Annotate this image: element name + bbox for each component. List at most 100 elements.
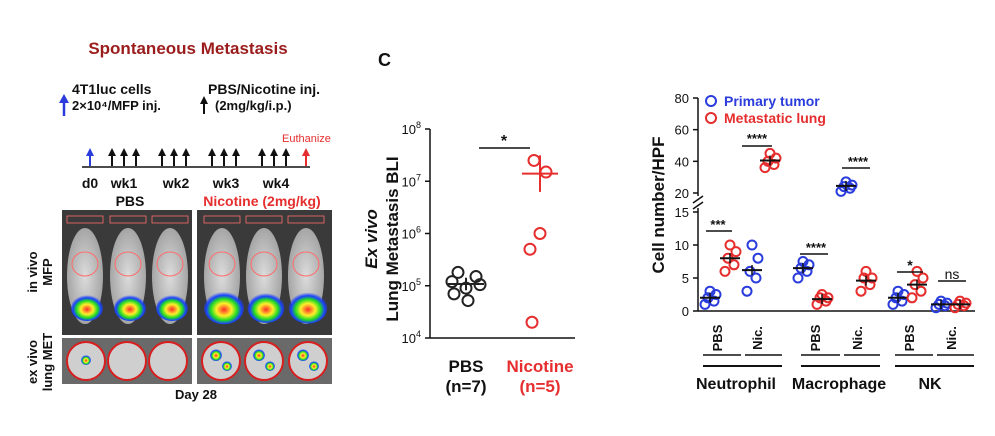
timeline-wk2: wk2 bbox=[162, 175, 190, 191]
timeline-wk1: wk1 bbox=[110, 175, 138, 191]
roi-label-box-2 bbox=[109, 215, 147, 224]
chart-d-point-nk-ml-nic-4 bbox=[960, 297, 972, 309]
tumor-signal-3 bbox=[156, 295, 188, 321]
chart-c-point-pbs-7 bbox=[461, 294, 475, 308]
chart-c-xlabel-pbs-n: (n=7) bbox=[445, 377, 486, 396]
timeline-injection-arrow-icon-1-head bbox=[108, 148, 116, 156]
tumor-signal-6 bbox=[288, 292, 328, 324]
day-label: Day 28 bbox=[175, 387, 217, 402]
chart-c-point-nicotine-2 bbox=[539, 165, 553, 179]
chart-d-point-nk-ml-pbs-2 bbox=[915, 285, 927, 297]
lung-signal-a-5 bbox=[253, 349, 265, 361]
chart-c-point-pbs-1 bbox=[451, 265, 465, 279]
panel-c: C Ex vivo Lung Metastasis BLI 1041051061… bbox=[362, 50, 575, 396]
group-label-neutrophil: Neutrophil bbox=[696, 376, 776, 393]
xlabel-neutrophil-pbs: PBS bbox=[710, 324, 725, 351]
chart-c-ytick-label-0: 104 bbox=[402, 329, 421, 346]
chart-d-point-neutrophil-pt-nic-1 bbox=[741, 285, 753, 297]
chart-c-xlabel-nic-n: (n=5) bbox=[519, 377, 560, 396]
roi-label-box-3 bbox=[151, 215, 189, 224]
sig-macrophage-nic: **** bbox=[848, 154, 869, 169]
timeline-injection-arrow-icon-12-head bbox=[282, 148, 290, 156]
panel-b-title: Spontaneous Metastasis bbox=[88, 39, 287, 58]
timeline bbox=[82, 148, 310, 168]
lung-signal-b-5 bbox=[265, 361, 275, 371]
chart-d-point-neutrophil-pt-nic-2 bbox=[750, 272, 762, 284]
imaging-panel bbox=[62, 210, 332, 384]
sig-neutrophil-nic: **** bbox=[747, 131, 768, 146]
chart-d-point-neutrophil-ml-pbs-2 bbox=[728, 259, 740, 271]
lung-signal-b-4 bbox=[222, 361, 232, 371]
chart-c-ytick-label-1: 105 bbox=[402, 277, 421, 294]
chart-d-point-nk-pt-pbs-1 bbox=[887, 298, 899, 310]
timeline-injection-arrow-icon-5-head bbox=[170, 148, 178, 156]
group-label-nk: NK bbox=[918, 376, 942, 393]
cells-line2: 2×10⁴/MFP inj. bbox=[72, 98, 161, 113]
panel-b: Spontaneous Metastasis 4T1luc cells 2×10… bbox=[25, 39, 332, 402]
chart-c-point-pbs-6 bbox=[447, 287, 461, 301]
tumor-signal-1 bbox=[71, 295, 103, 321]
cells-line1: 4T1luc cells bbox=[72, 81, 152, 97]
xlabel-nk-pbs: PBS bbox=[902, 324, 917, 351]
xlabel-macrophage-pbs: PBS bbox=[808, 324, 823, 351]
sig-nk-nic: ns bbox=[945, 266, 960, 282]
lung-dish-2 bbox=[107, 341, 147, 381]
chart-d-ytick-label-10: 10 bbox=[675, 238, 689, 253]
chart-d-ytick-label-80: 80 bbox=[675, 91, 689, 106]
roi-circle-3 bbox=[156, 251, 184, 277]
euthanize-label: Euthanize bbox=[282, 133, 331, 145]
legend-metastatic-label: Metastatic lung bbox=[724, 110, 826, 126]
roi-circle-1 bbox=[71, 251, 99, 277]
lung-signal-a-1 bbox=[81, 355, 91, 365]
xlabel-macrophage-nic: Nic. bbox=[850, 326, 865, 350]
chart-c-point-pbs-3 bbox=[445, 275, 459, 289]
roi-label-box-1 bbox=[66, 215, 104, 224]
legend-metastatic-marker bbox=[705, 112, 717, 124]
chart-c-point-nicotine-3 bbox=[533, 227, 547, 240]
lung-dish-5 bbox=[244, 341, 284, 381]
lung-signal-b-6 bbox=[309, 361, 319, 371]
timeline-injection-arrow-icon-6-head bbox=[182, 148, 190, 156]
chart-c-xlabel-nic: Nicotine bbox=[506, 357, 573, 376]
timeline-injection-arrow-icon-3-head bbox=[132, 148, 140, 156]
timeline-d0: d0 bbox=[82, 175, 99, 191]
inj-line1: PBS/Nicotine inj. bbox=[208, 81, 320, 97]
lung-dish-6 bbox=[288, 341, 328, 381]
sig-macrophage-pbs: **** bbox=[806, 240, 827, 255]
group-label-macrophage: Macrophage bbox=[792, 376, 886, 393]
blue-arrow-icon bbox=[59, 94, 69, 116]
chart-c-plot: 104 105 106 107 108 bbox=[402, 120, 575, 346]
tumor-signal-5 bbox=[247, 293, 285, 323]
roi-label-box-4 bbox=[203, 215, 241, 224]
chart-c-ylabel-italic: Ex vivo bbox=[362, 209, 381, 269]
chart-d-ytick-label-20: 20 bbox=[675, 186, 689, 201]
legend-primary-marker bbox=[705, 95, 717, 107]
chart-d-ytick-label-15: 15 bbox=[675, 205, 689, 220]
chart-d-axis-break-2 bbox=[692, 201, 704, 210]
chart-d-point-neutrophil-pt-pbs-1 bbox=[699, 298, 711, 310]
timeline-wk4: wk4 bbox=[262, 175, 290, 191]
chart-d-point-neutrophil-pt-nic-3 bbox=[744, 265, 756, 277]
chart-d-ytick-label-5: 5 bbox=[682, 271, 689, 286]
chart-c-ytick-label-4: 108 bbox=[402, 120, 421, 137]
chart-d-ylabel: Cell number/HPF bbox=[649, 137, 668, 274]
chart-d-point-neutrophil-ml-nic-1 bbox=[759, 162, 771, 174]
chart-d-point-nk-pt-nic-4 bbox=[941, 297, 953, 309]
roi-circle-5 bbox=[250, 251, 278, 277]
chart-c-ytick-label-3: 107 bbox=[402, 172, 421, 189]
chart-d-point-macrophage-ml-nic-1 bbox=[855, 285, 867, 297]
lung-dish-4 bbox=[201, 341, 241, 381]
chart-d-point-nk-ml-pbs-1 bbox=[906, 292, 918, 304]
chart-d-ytick-label-40: 40 bbox=[675, 154, 689, 169]
sig-nk-pbs: * bbox=[907, 257, 913, 273]
timeline-injection-arrow-icon-7-head bbox=[208, 148, 216, 156]
roi-circle-4 bbox=[208, 251, 236, 277]
chart-d-point-neutrophil-ml-pbs-4 bbox=[730, 246, 742, 258]
chart-c-point-nicotine-1 bbox=[527, 153, 541, 167]
group-nicotine-label: Nicotine (2mg/kg) bbox=[203, 193, 320, 209]
row2-label-line2: lung MET bbox=[40, 333, 55, 392]
timeline-injection-arrow-icon-4-head bbox=[158, 148, 166, 156]
chart-d-point-neutrophil-pt-nic-4 bbox=[752, 252, 764, 264]
black-arrow-icon bbox=[200, 96, 208, 114]
group-pbs-label: PBS bbox=[116, 193, 145, 209]
